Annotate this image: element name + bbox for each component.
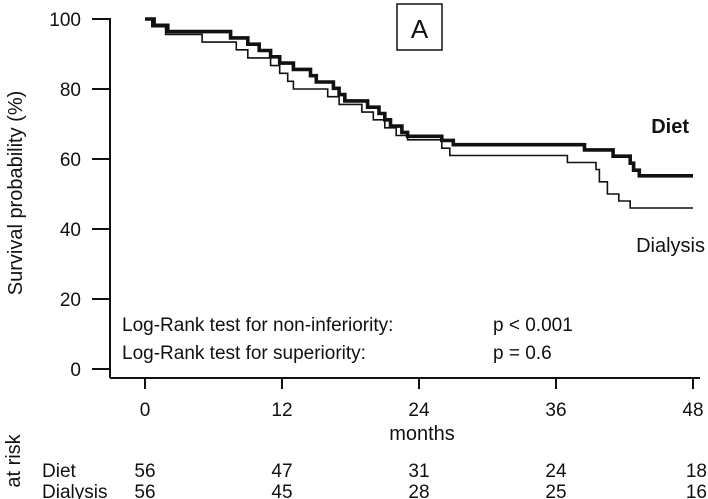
x-tick-label: 0 (140, 400, 151, 421)
annotation-superiority-value: p = 0.6 (493, 343, 552, 364)
y-tick-label: 100 (49, 10, 81, 31)
at-risk-count: 28 (408, 482, 429, 499)
x-tick-label: 24 (408, 400, 430, 421)
at-risk-count: 16 (686, 482, 707, 499)
at-risk-count: 56 (134, 461, 155, 482)
y-axis-title: Survival probability (%) (5, 91, 27, 296)
x-axis-title: months (389, 423, 455, 445)
panel-label-box: A (396, 3, 443, 51)
x-tick-label: 36 (545, 400, 566, 421)
survival-curve-diet (145, 17, 693, 178)
y-tick-label: 80 (60, 80, 81, 101)
y-tick-label: 20 (60, 290, 81, 311)
survival-curve-dialysis (145, 18, 693, 209)
annotation-noninferiority-value: p < 0.001 (493, 315, 573, 336)
series-label-diet: Diet (651, 116, 689, 138)
annotation-superiority-label: Log-Rank test for superiority: (122, 343, 366, 364)
x-tick-label: 48 (682, 400, 703, 421)
at-risk-title: at risk (3, 433, 25, 487)
at-risk-group-diet: Diet (42, 461, 77, 482)
annotation-noninferiority-label: Log-Rank test for non-inferiority: (122, 315, 393, 336)
at-risk-count: 24 (545, 461, 567, 482)
at-risk-table: Diet 56 47 31 24 18 Dialysis 56 45 28 25 16 (42, 461, 707, 499)
logrank-annotations: Log-Rank test for non-inferiority: p < 0… (122, 315, 573, 364)
at-risk-count: 25 (545, 482, 566, 499)
panel-label: A (411, 14, 429, 44)
axes: 0 20 40 60 80 100 0 12 24 36 48 (49, 10, 703, 421)
series-group (145, 17, 693, 209)
panel-label-frame (396, 3, 443, 51)
y-tick-label: 60 (60, 150, 81, 171)
at-risk-count: 47 (271, 461, 292, 482)
y-tick-label: 0 (70, 360, 81, 381)
at-risk-count: 56 (134, 482, 155, 499)
at-risk-count: 31 (408, 461, 429, 482)
series-label-dialysis: Dialysis (636, 235, 705, 257)
at-risk-count: 18 (686, 461, 707, 482)
at-risk-group-dialysis: Dialysis (42, 482, 107, 499)
y-tick-label: 40 (60, 220, 81, 241)
x-tick-label: 12 (271, 400, 292, 421)
at-risk-count: 45 (271, 482, 292, 499)
